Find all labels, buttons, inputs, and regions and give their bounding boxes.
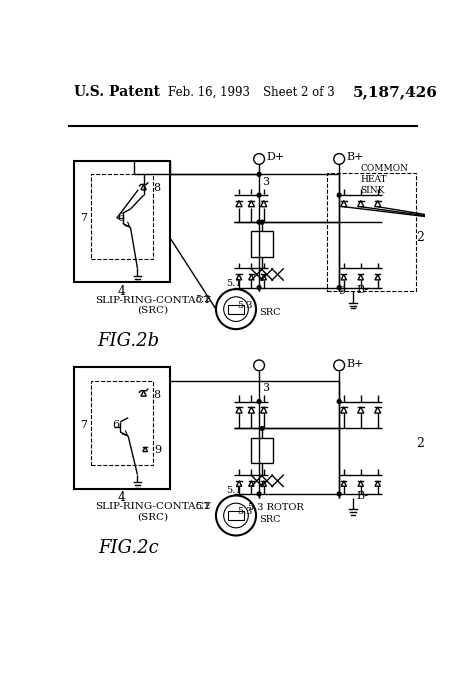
Text: COMMON
HEAT
SINK: COMMON HEAT SINK xyxy=(361,164,409,195)
Text: 6: 6 xyxy=(117,213,124,223)
Text: 7: 7 xyxy=(80,213,87,223)
Text: 5.2: 5.2 xyxy=(195,502,210,511)
Text: 2: 2 xyxy=(416,437,424,450)
Text: 5,187,426: 5,187,426 xyxy=(353,85,438,99)
Circle shape xyxy=(260,427,264,430)
Text: FIG.2b: FIG.2b xyxy=(97,333,159,351)
Circle shape xyxy=(254,154,264,164)
Text: 5.3: 5.3 xyxy=(237,507,253,516)
Text: FIG.2c: FIG.2c xyxy=(98,539,159,557)
Text: 5.2: 5.2 xyxy=(195,295,210,304)
Circle shape xyxy=(257,400,261,404)
Text: SRC: SRC xyxy=(259,515,281,524)
Circle shape xyxy=(257,285,261,290)
Bar xyxy=(74,161,170,282)
Text: 8: 8 xyxy=(153,183,160,193)
Text: 9: 9 xyxy=(338,287,346,296)
Bar xyxy=(228,511,244,520)
Text: 5.1: 5.1 xyxy=(226,279,241,288)
Circle shape xyxy=(257,173,261,176)
Circle shape xyxy=(216,289,256,329)
Text: 7: 7 xyxy=(80,420,87,429)
Circle shape xyxy=(224,503,248,528)
Circle shape xyxy=(257,193,261,197)
Text: 3: 3 xyxy=(262,383,269,393)
Text: U.S. Patent: U.S. Patent xyxy=(74,85,160,99)
Circle shape xyxy=(254,360,264,371)
Bar xyxy=(251,438,273,463)
Circle shape xyxy=(337,285,341,290)
Circle shape xyxy=(260,220,264,224)
Circle shape xyxy=(337,193,341,197)
Bar xyxy=(327,173,416,292)
Circle shape xyxy=(334,154,345,164)
Bar xyxy=(91,381,153,466)
Text: 2: 2 xyxy=(416,231,424,244)
Text: B+: B+ xyxy=(347,359,365,369)
Text: D+: D+ xyxy=(267,152,285,162)
Text: SLIP-RING-CONTACT
(SRC): SLIP-RING-CONTACT (SRC) xyxy=(95,502,211,521)
Text: 4: 4 xyxy=(118,285,126,298)
Bar xyxy=(251,231,273,257)
Text: 5.1: 5.1 xyxy=(226,486,241,495)
Text: 9: 9 xyxy=(155,445,162,455)
Text: 6: 6 xyxy=(112,420,119,429)
Bar xyxy=(74,367,170,489)
Text: 4: 4 xyxy=(118,491,126,505)
Text: 5.3 ROTOR: 5.3 ROTOR xyxy=(248,503,304,512)
Circle shape xyxy=(224,296,248,322)
Bar xyxy=(228,305,244,314)
Text: SLIP-RING-CONTACT
(SRC): SLIP-RING-CONTACT (SRC) xyxy=(95,296,211,315)
Text: Feb. 16, 1993: Feb. 16, 1993 xyxy=(168,86,250,99)
Circle shape xyxy=(257,220,261,224)
Text: 3: 3 xyxy=(262,177,269,187)
Text: Sheet 2 of 3: Sheet 2 of 3 xyxy=(263,86,335,99)
Circle shape xyxy=(257,492,261,496)
Text: 8: 8 xyxy=(153,390,160,400)
Text: B-: B- xyxy=(357,285,369,295)
Circle shape xyxy=(337,492,341,496)
Text: 5.3: 5.3 xyxy=(237,301,253,310)
Circle shape xyxy=(216,496,256,535)
Text: B+: B+ xyxy=(347,152,365,162)
Bar xyxy=(91,175,153,259)
Text: B-: B- xyxy=(357,491,369,501)
Circle shape xyxy=(337,400,341,404)
Circle shape xyxy=(334,360,345,371)
Text: SRC: SRC xyxy=(259,308,281,317)
